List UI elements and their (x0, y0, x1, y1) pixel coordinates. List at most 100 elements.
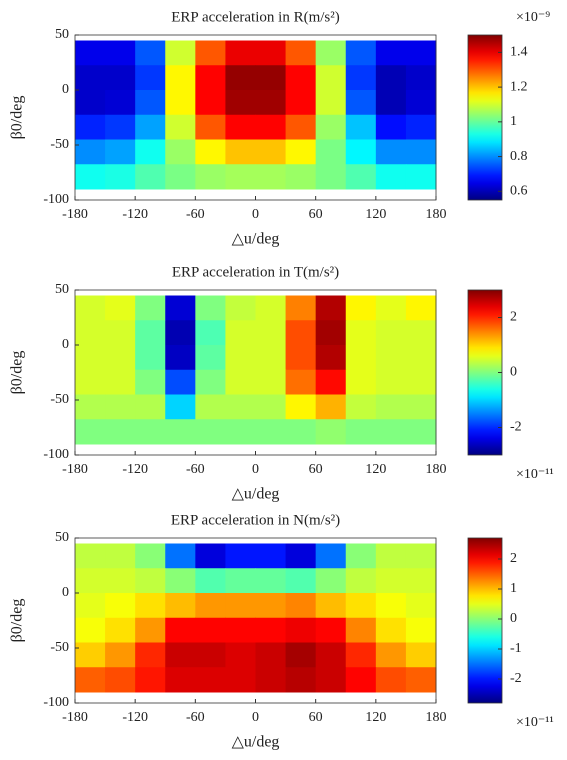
heat-cell (135, 65, 166, 91)
heat-cell (255, 164, 287, 190)
heat-cell (75, 164, 106, 190)
heat-cell (345, 568, 377, 594)
colorbar (467, 537, 503, 704)
heat-cell (195, 568, 226, 594)
heat-cell (165, 394, 196, 420)
heat-cell (225, 667, 256, 693)
chart-title: ERP acceleration in N(m/s²) (171, 512, 340, 528)
heat-cell (225, 543, 256, 569)
heat-cell (165, 164, 196, 190)
heat-cell (75, 593, 106, 619)
heat-cell (315, 114, 347, 140)
x-tick-label: 0 (252, 710, 259, 725)
heat-cell (405, 40, 437, 66)
heat-cell (315, 164, 347, 190)
y-tick-label: 0 (62, 585, 69, 600)
heat-cell (345, 543, 377, 569)
heat-cell (375, 593, 407, 619)
heat-cell (105, 394, 136, 420)
heat-cell (345, 90, 377, 116)
heat-cell (135, 642, 166, 668)
heat-cell (225, 139, 256, 165)
heat-cell (285, 164, 317, 190)
heat-cell (135, 345, 166, 371)
heat-cell (135, 369, 166, 395)
heat-cell (165, 114, 196, 140)
x-tick-label: 180 (426, 710, 447, 725)
heat-cell (75, 642, 106, 668)
colorbar-exponent: ×10⁻¹¹ (516, 715, 554, 730)
colorbar (467, 34, 503, 201)
heat-cell (375, 295, 407, 321)
heat-cell (375, 139, 407, 165)
heat-cell (345, 114, 377, 140)
x-tick-label: 0 (252, 462, 259, 477)
heat-cell (285, 617, 317, 643)
heat-cell (375, 419, 407, 445)
heat-cell (165, 543, 196, 569)
x-tick-label: -120 (122, 710, 148, 725)
heat-cell (285, 667, 317, 693)
colorbar-exponent: ×10⁻¹¹ (516, 467, 554, 482)
heat-cell (345, 394, 377, 420)
heat-cell (375, 114, 407, 140)
heat-cell (315, 568, 347, 594)
heat-cell (135, 139, 166, 165)
heat-cell (405, 568, 437, 594)
heat-cell (255, 345, 287, 371)
heat-cell (195, 139, 226, 165)
heat-cell (105, 642, 136, 668)
x-tick-label: 120 (365, 207, 386, 222)
heat-cell (225, 345, 256, 371)
heat-cell (75, 419, 106, 445)
x-tick-label: -180 (62, 462, 88, 477)
heat-cell (105, 295, 136, 321)
heat-cell (225, 568, 256, 594)
heat-cell (375, 667, 407, 693)
heat-cell (105, 617, 136, 643)
heat-cell (375, 65, 407, 91)
y-tick-label: 0 (62, 337, 69, 352)
heat-cell (75, 543, 106, 569)
heat-cell (75, 394, 106, 420)
heat-cell (345, 642, 377, 668)
x-tick-label: -120 (122, 207, 148, 222)
heat-cell (195, 65, 226, 91)
heat-cell (405, 369, 437, 395)
heat-cell (285, 295, 317, 321)
y-axis-label: β0/deg (9, 351, 26, 395)
heat-cell (315, 543, 347, 569)
heat-cell (195, 642, 226, 668)
heat-cell (315, 40, 347, 66)
colorbar-exponent: ×10⁻⁹ (516, 10, 550, 25)
colorbar-tick-label: -1 (510, 641, 522, 656)
heat-cell (105, 593, 136, 619)
heat-cell (135, 617, 166, 643)
heat-cell (225, 114, 256, 140)
heat-cell (165, 40, 196, 66)
heat-cell (105, 543, 136, 569)
heat-cell (195, 295, 226, 321)
heat-cell (105, 164, 136, 190)
heat-cell (75, 345, 106, 371)
heat-cell (135, 419, 166, 445)
heat-cell (255, 394, 287, 420)
colorbar-tick-label: 2 (510, 310, 517, 325)
heat-cell (195, 90, 226, 116)
y-tick-label: -50 (50, 640, 69, 655)
heat-cell (285, 345, 317, 371)
heat-cell (75, 568, 106, 594)
heat-cell (315, 667, 347, 693)
x-tick-label: -60 (186, 710, 205, 725)
heat-cell (285, 593, 317, 619)
x-tick-label: -60 (186, 462, 205, 477)
x-tick-label: 180 (426, 207, 447, 222)
heat-cell (165, 90, 196, 116)
heat-cell (345, 40, 377, 66)
chart-title: ERP acceleration in R(m/s²) (171, 9, 339, 25)
heat-cell (255, 617, 287, 643)
chart-title: ERP acceleration in T(m/s²) (172, 264, 339, 280)
heat-cell (345, 295, 377, 321)
heat-cell (255, 320, 287, 346)
